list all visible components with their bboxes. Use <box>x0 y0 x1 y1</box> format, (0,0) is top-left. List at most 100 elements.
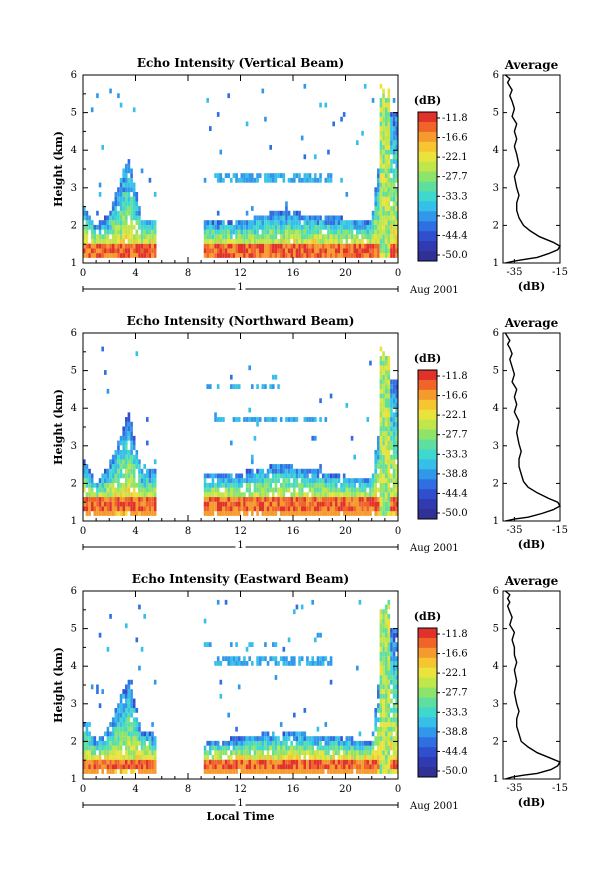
heatmap-cell <box>382 754 385 760</box>
heatmap-cell <box>353 492 356 498</box>
heatmap-cell <box>274 506 278 512</box>
heatmap-cell <box>374 248 377 254</box>
heatmap-cell <box>324 487 328 493</box>
heatmap-cell <box>222 243 225 249</box>
heatmap-cell <box>361 492 364 498</box>
colorbar-level: -33.3 <box>442 707 468 718</box>
heatmap-cell <box>227 220 230 225</box>
heatmap-cell <box>356 487 359 493</box>
heatmap-cell <box>227 248 230 254</box>
heatmap-cell <box>258 487 262 493</box>
heatmap-cell <box>295 759 299 765</box>
heatmap-cell <box>350 754 354 760</box>
heatmap-cell <box>132 703 136 709</box>
heatmap-cell <box>287 769 291 774</box>
heatmap-cell <box>209 220 212 225</box>
heatmap-cell <box>390 769 393 774</box>
heatmap-cell <box>390 116 393 122</box>
heatmap-cell <box>395 238 398 244</box>
heatmap-cell <box>321 656 325 662</box>
heatmap-cell <box>248 764 251 770</box>
heatmap-cell <box>125 482 128 488</box>
heatmap-cell <box>387 693 391 699</box>
heatmap-cell <box>384 370 388 375</box>
heatmap-cell <box>319 511 322 516</box>
heatmap-cell <box>127 693 131 699</box>
heatmap-cell <box>356 229 359 235</box>
heatmap-cell <box>235 234 238 240</box>
heatmap-cell <box>125 435 128 441</box>
heatmap-cell <box>125 745 128 751</box>
heatmap-cell <box>119 501 123 507</box>
heatmap-cell <box>277 478 280 483</box>
heatmap-cell <box>240 750 244 756</box>
x-tick-label: 20 <box>339 268 352 279</box>
heatmap-cell <box>395 177 398 183</box>
heatmap-cell <box>311 599 314 605</box>
heatmap-cell <box>329 393 333 399</box>
heatmap-cell <box>83 478 86 483</box>
heatmap-cell <box>122 168 125 174</box>
colorbar-level: -44.4 <box>442 746 468 757</box>
heatmap-cell <box>243 224 246 230</box>
heatmap-cell <box>311 492 314 498</box>
heatmap-cell <box>90 759 94 765</box>
heatmap-cell <box>308 745 312 751</box>
heatmap-cell <box>119 740 123 746</box>
heatmap-cell <box>392 717 396 723</box>
colorbar-swatch <box>418 479 437 490</box>
heatmap-cell <box>143 482 146 488</box>
heatmap-cell <box>274 764 278 770</box>
heatmap-cell <box>348 229 351 235</box>
heatmap-cell <box>269 177 272 183</box>
heatmap-cell <box>306 492 309 498</box>
heatmap-cell <box>295 745 299 751</box>
heatmap-cell <box>266 248 270 254</box>
heatmap-cell <box>395 740 398 746</box>
heatmap-cell <box>335 506 338 512</box>
heatmap-cell <box>384 135 388 141</box>
heatmap-cell <box>303 759 307 765</box>
heatmap-cell <box>298 511 301 516</box>
heatmap-cell <box>119 459 123 465</box>
heatmap-cell <box>335 745 338 751</box>
heatmap-cell <box>101 238 104 244</box>
heatmap-cell <box>392 220 396 225</box>
heatmap-cell <box>379 163 383 169</box>
heatmap-cell <box>130 187 133 193</box>
colorbar-swatch <box>418 112 437 123</box>
heatmap-cell <box>125 426 128 432</box>
heatmap-cell <box>329 501 333 507</box>
heatmap-cell <box>114 468 118 474</box>
heatmap-cell <box>243 754 246 760</box>
heatmap-cell <box>316 632 320 638</box>
heatmap-cell <box>245 745 249 751</box>
heatmap-cell <box>272 759 275 765</box>
heatmap-cell <box>104 473 107 479</box>
heatmap-cell <box>363 750 367 756</box>
heatmap-cell <box>350 764 354 770</box>
heatmap-cell <box>106 243 110 249</box>
heatmap-cell <box>395 736 398 741</box>
heatmap-cell <box>363 492 367 498</box>
heatmap-cell <box>379 370 383 375</box>
heatmap-cell <box>237 253 241 258</box>
heatmap-cell <box>146 759 149 765</box>
heatmap-cell <box>269 210 272 216</box>
heatmap-cell <box>392 168 396 174</box>
heatmap-cell <box>382 149 385 155</box>
heatmap-cell <box>319 501 322 507</box>
heatmap-cell <box>237 487 241 493</box>
heatmap-cell <box>348 496 351 502</box>
heatmap-cell <box>329 754 333 760</box>
heatmap-cell <box>319 487 322 493</box>
heatmap-cell <box>111 468 115 474</box>
heatmap-cell <box>300 248 304 254</box>
heatmap-cell <box>295 511 299 516</box>
heatmap-cell <box>384 646 388 652</box>
heatmap-cell <box>227 754 230 760</box>
plot-frame <box>82 590 399 780</box>
heatmap-cell <box>350 750 354 756</box>
heatmap-cell <box>127 707 131 713</box>
heatmap-cell <box>130 759 133 765</box>
